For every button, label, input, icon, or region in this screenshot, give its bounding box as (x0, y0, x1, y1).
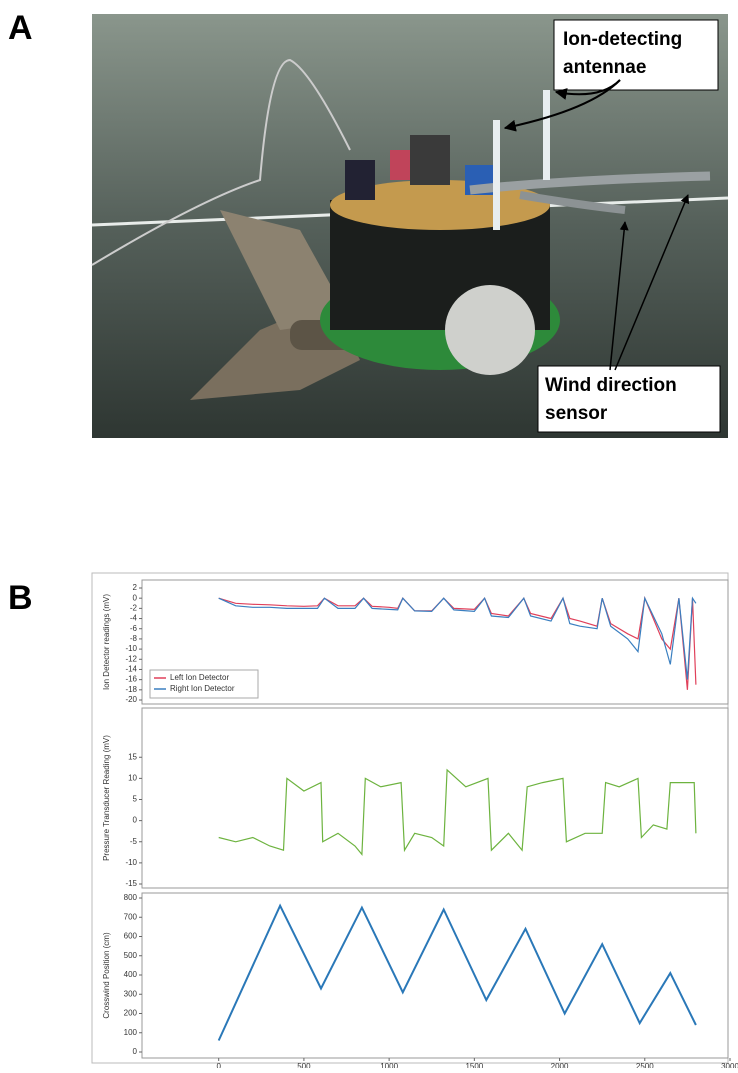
y-tick-label: 2 (133, 583, 138, 592)
x-tick-label: 2500 (636, 1062, 654, 1068)
x-tick-label: 0 (216, 1062, 221, 1068)
data-line (218, 768, 697, 856)
panel-label: A (8, 9, 33, 47)
data-line (218, 596, 697, 680)
x-tick-label: 1000 (380, 1062, 398, 1068)
data-line (218, 596, 697, 690)
y-tick-label: -8 (130, 634, 138, 643)
y-tick-label: -6 (130, 624, 138, 633)
data-line (217, 903, 697, 1041)
y-tick-label: -10 (125, 644, 137, 653)
y-axis-label: Ion Detector readings (mV) (102, 594, 111, 690)
x-tick-label: 1500 (465, 1062, 483, 1068)
legend-label: Left Ion Detector (170, 673, 229, 682)
y-tick-label: 0 (133, 816, 138, 825)
y-tick-label: -15 (125, 879, 137, 888)
y-tick-label: -2 (130, 603, 138, 612)
y-tick-label: 200 (124, 1009, 138, 1018)
y-tick-label: 10 (128, 773, 137, 782)
y-tick-label: 300 (124, 989, 138, 998)
y-tick-label: -12 (125, 654, 137, 663)
y-axis-label: Crosswind Position (cm) (102, 932, 111, 1019)
chart-frame (91, 572, 729, 1064)
x-tick-label: 2000 (551, 1062, 569, 1068)
y-tick-label: 15 (128, 752, 137, 761)
y-tick-label: -18 (125, 685, 137, 694)
y-tick-label: 800 (124, 893, 138, 902)
legend-label: Right Ion Detector (170, 684, 235, 693)
y-tick-label: -14 (125, 665, 137, 674)
annotation: Wind direction (545, 375, 677, 396)
y-tick-label: -5 (130, 837, 138, 846)
legend-box (149, 669, 259, 699)
y-tick-label: -4 (130, 614, 138, 623)
annotation: Ion-detecting (563, 29, 682, 50)
y-tick-label: -16 (125, 675, 137, 684)
y-tick-label: -10 (125, 858, 137, 867)
y-tick-label: 100 (124, 1028, 138, 1037)
plot-box (141, 707, 729, 889)
y-tick-label: 0 (133, 1047, 138, 1056)
plot-box (141, 892, 729, 1059)
y-tick-label: 500 (124, 951, 138, 960)
annotation: antennae (563, 57, 646, 78)
y-tick-label: -20 (125, 695, 137, 704)
x-tick-label: 3000 (721, 1062, 738, 1068)
annotation: sensor (545, 403, 608, 424)
x-tick-label: 500 (297, 1062, 311, 1068)
plot-box (141, 579, 729, 705)
y-tick-label: 400 (124, 970, 138, 979)
y-tick-label: 0 (133, 593, 138, 602)
y-tick-label: 700 (124, 912, 138, 921)
y-tick-label: 600 (124, 932, 138, 941)
photo: Ion-detecting antennae Wind direction se… (91, 14, 729, 438)
y-tick-label: 5 (133, 795, 138, 804)
y-axis-label: Pressure Transducer Reading (mV) (102, 735, 111, 861)
panel-label: B (8, 579, 33, 617)
